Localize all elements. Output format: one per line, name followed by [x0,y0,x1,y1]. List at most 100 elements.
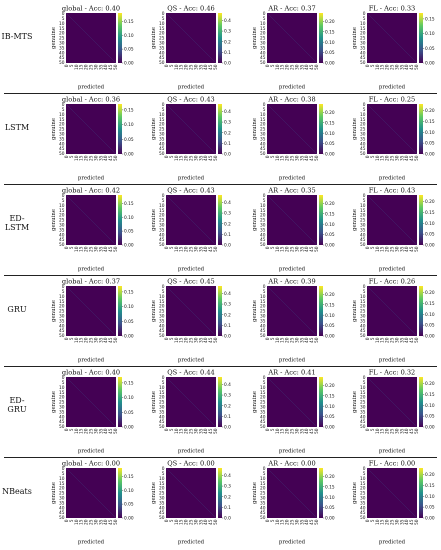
panel-title: global - Acc: 0.42 [62,187,120,195]
colorbar-tick-label: 0.05 [124,502,134,508]
y-tick-label: 5 [62,107,65,113]
colorbar-tick-label: 0.05 [124,47,134,53]
x-tick-label: 50 [213,519,219,525]
row-separator [4,275,437,276]
colorbar [419,468,423,518]
x-tick-label: 40 [103,337,109,343]
colorbar-tick-label: 0.05 [325,232,335,238]
x-axis-label: predicted [379,85,406,91]
x-tick-label: 25 [189,64,195,70]
x-tick-label: 5 [69,519,75,522]
x-tick-label: 10 [375,64,381,70]
colorbar-tick-label: 0.05 [325,323,335,329]
y-tick-label: 5 [62,198,65,204]
x-tick-label: 5 [69,428,75,431]
x-axis-label: predicted [379,449,406,455]
x-tick-label: 10 [375,246,381,252]
x-tick-label: 10 [375,519,381,525]
y-tick-label: 35 [360,409,366,415]
colorbar-tick-label: 0.10 [325,313,335,319]
x-axis-label: predicted [178,540,205,546]
colorbar [218,13,222,63]
colorbar-tick-label: 0.15 [124,19,134,25]
x-tick-label: 45 [208,246,214,252]
heatmap-panel: global - Acc: 0.00 0 5 10 15 20 25 30 35 40 45 50 0 5… [35,459,135,546]
y-tick-label: 45 [360,419,366,425]
panel-title: global - Acc: 0.00 [62,460,120,468]
x-tick-label: 30 [93,64,99,70]
x-axis-label: predicted [379,540,406,546]
y-tick-label: 35 [360,227,366,233]
x-tick-label: 20 [84,428,90,434]
y-tick-label: 5 [263,198,266,204]
heatmap-panel: global - Acc: 0.36 0 5 10 15 20 25 30 35 40 45 50 0 5… [35,95,135,182]
colorbar [118,468,122,518]
colorbar-tick-label: 0.00 [325,425,335,431]
y-tick-label: 20 [360,122,366,128]
heatmap-diagonal [266,376,318,428]
heatmap-diagonal [366,467,418,519]
y-tick-label: 20 [360,213,366,219]
colorbar-tick-label: 0.10 [325,495,335,501]
x-axis-label: predicted [279,540,306,546]
y-tick-label: 0 [263,11,266,17]
x-tick-label: 5 [370,246,376,249]
x-tick-label: 5 [370,64,376,67]
x-tick-label: 20 [84,155,90,161]
x-tick-label: 40 [103,519,109,525]
x-tick-label: 10 [74,246,80,252]
x-tick-label: 20 [184,428,190,434]
x-tick-label: 25 [390,246,396,252]
y-tick-label: 35 [159,318,165,324]
x-tick-label: 0 [164,428,170,431]
x-tick-label: 30 [294,337,300,343]
x-axis-label: predicted [279,267,306,273]
y-tick-label: 25 [159,36,165,42]
x-tick-label: 35 [399,428,405,434]
x-tick-label: 50 [414,155,420,161]
colorbar-tick-label: 0.20 [325,474,335,480]
y-tick-label: 5 [162,107,165,113]
x-tick-label: 50 [314,246,320,252]
y-axis-label: genuine [252,118,258,140]
y-tick-label: 20 [159,486,165,492]
x-tick-label: 25 [290,246,296,252]
colorbar-tick-label: 0.15 [425,301,435,307]
y-tick-label: 50 [360,151,366,157]
x-tick-label: 40 [203,64,209,70]
y-tick-label: 35 [159,45,165,51]
heatmap-panel: global - Acc: 0.40 0 5 10 15 20 25 30 35 40 45 50 0 5… [35,4,135,91]
x-tick-label: 20 [385,337,391,343]
x-axis-label: predicted [78,176,105,182]
x-tick-label: 25 [290,64,296,70]
y-axis-label: genuine [352,300,358,322]
y-tick-label: 50 [260,333,266,339]
y-tick-label: 30 [360,132,366,138]
y-tick-label: 35 [59,318,65,324]
y-tick-label: 20 [360,31,366,37]
model-label: GRU [7,305,27,314]
y-tick-label: 0 [162,284,165,290]
x-tick-label: 0 [164,246,170,249]
colorbar-tick-label: 0.00 [425,152,435,158]
y-tick-label: 15 [159,117,165,123]
y-tick-label: 25 [260,127,266,133]
heatmap-diagonal [165,467,217,519]
x-tick-label: 45 [208,64,214,70]
y-tick-label: 15 [360,208,366,214]
x-tick-label: 35 [399,246,405,252]
x-tick-label: 10 [275,64,281,70]
colorbar-tick-label: 0.00 [325,152,335,158]
y-tick-label: 30 [360,223,366,229]
panel-title: AR - Acc: 0.00 [267,460,315,468]
y-tick-label: 25 [360,491,366,497]
colorbar-tick-label: 0.2 [224,494,231,500]
y-tick-label: 0 [62,102,65,108]
colorbar-tick-label: 0.05 [325,414,335,420]
y-tick-label: 50 [159,60,165,66]
x-tick-label: 5 [270,64,276,67]
y-tick-label: 10 [360,294,366,300]
colorbar-tick-label: 0.00 [325,516,335,522]
